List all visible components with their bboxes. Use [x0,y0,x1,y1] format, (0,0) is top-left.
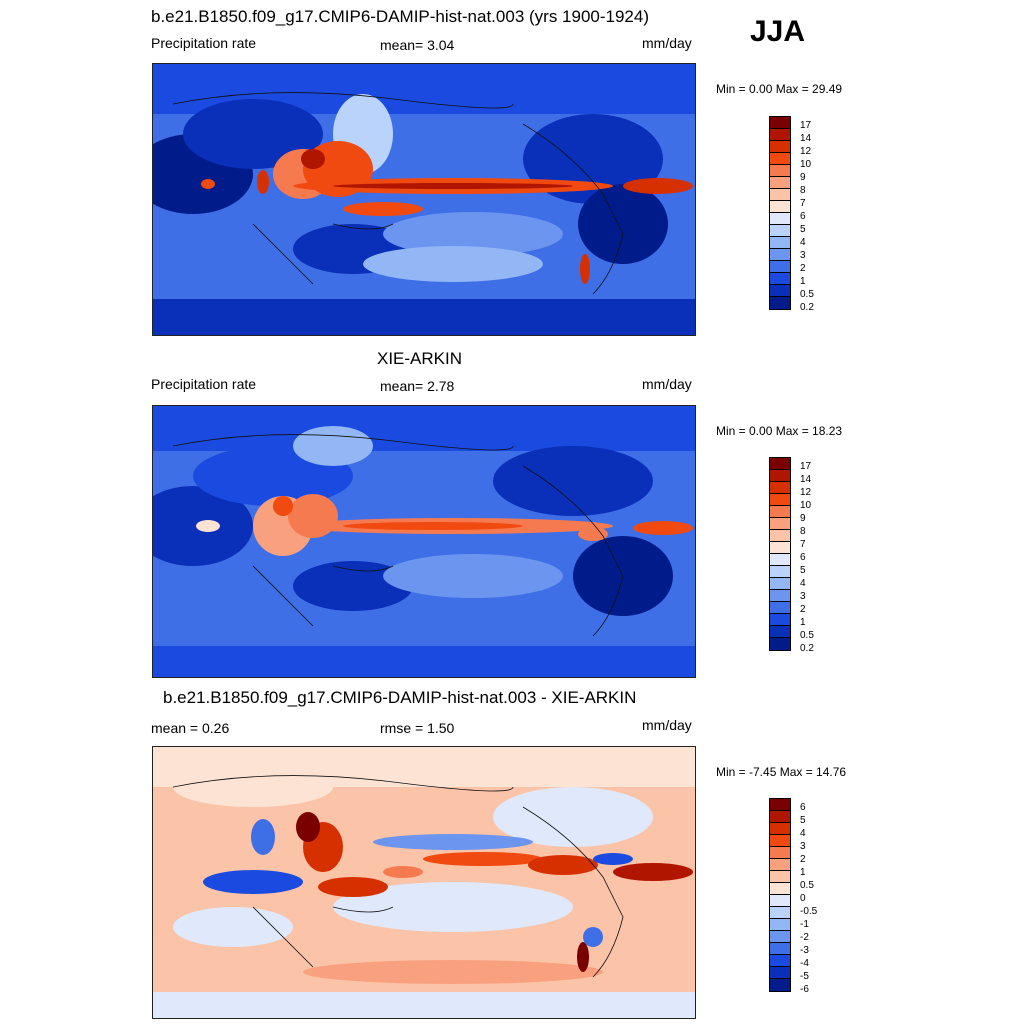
panel1-colorbar-tick: 10 [800,159,812,170]
panel2-variable-label: Precipitation rate [151,376,257,392]
panel1-colorbar-tick: 8 [800,185,806,196]
panel1-colorbar-tick: 2 [800,263,806,274]
panel1-colorbar-tick: 4 [800,237,806,248]
panel1-colorbar-tick: 0.5 [800,289,814,300]
panel1-mean-label: mean= 3.04 [380,37,455,53]
panel2-colorbar-tick: 17 [800,461,812,472]
panel2-colorbar-tick: 12 [800,487,812,498]
panel1-colorbar-tick: 3 [800,250,806,261]
panel2-colorbar-tick: 3 [800,591,806,602]
panel1-title: b.e21.B1850.f09_g17.CMIP6-DAMIP-hist-nat… [151,7,649,26]
panel2-colorbar-tick: 0.5 [800,630,814,641]
panel3-colorbar-tick: 0.5 [800,880,814,891]
panel3-map-difference [152,746,696,1019]
panel2-colorbar-tick: 7 [800,539,806,550]
panel1-colorbar [769,116,791,310]
panel2-mean-label: mean= 2.78 [380,378,455,394]
panel2-colorbar-tick: 9 [800,513,806,524]
panel2-map-obs-precip [152,405,696,678]
panel3-colorbar-tick: -0.5 [800,906,818,917]
panel3-title: b.e21.B1850.f09_g17.CMIP6-DAMIP-hist-nat… [163,688,637,707]
panel1-colorbar-tick: 5 [800,224,806,235]
panel2-colorbar-tick: 6 [800,552,806,563]
panel3-colorbar-tick: 4 [800,828,806,839]
panel3-colorbar-tick: -4 [800,958,809,969]
panel3-rmse-label: rmse = 1.50 [380,720,455,736]
panel3-colorbar-tick: -6 [800,984,809,995]
panel3-colorbar [769,798,791,992]
panel2-title: XIE-ARKIN [377,349,463,368]
panel3-colorbar-tick: 3 [800,841,806,852]
panel2-minmax-label: Min = 0.00 Max = 18.23 [716,424,843,438]
panel3-units-label: mm/day [642,717,692,733]
panel2-colorbar-tick: 4 [800,578,806,589]
panel3-colorbar-tick: -1 [800,919,809,930]
panel1-colorbar-tick: 9 [800,172,806,183]
panel3-colorbar-tick: -5 [800,971,809,982]
panel2-units-label: mm/day [642,376,692,392]
panel2-colorbar-tick: 14 [800,474,812,485]
panel1-colorbar-tick: 7 [800,198,806,209]
panel2-colorbar [769,457,791,651]
panel1-map-model-precip [152,63,696,336]
panel1-colorbar-tick: 17 [800,120,812,131]
season-label: JJA [750,15,806,48]
panel3-colorbar-tick: 5 [800,815,806,826]
panel1-colorbar-tick: 6 [800,211,806,222]
panel2-colorbar-tick: 0.2 [800,643,814,654]
panel2-colorbar-tick: 2 [800,604,806,615]
panel3-colorbar-tick: 2 [800,854,806,865]
panel2-colorbar-tick: 10 [800,500,812,511]
panel1-colorbar-tick: 12 [800,146,812,157]
panel1-colorbar-tick: 0.2 [800,302,814,313]
panel3-colorbar-tick: -3 [800,945,809,956]
panel3-colorbar-tick: 6 [800,802,806,813]
panel3-minmax-label: Min = -7.45 Max = 14.76 [716,765,847,779]
panel3-colorbar-tick: 0 [800,893,806,904]
panel2-colorbar-tick: 1 [800,617,806,628]
panel3-mean-label: mean = 0.26 [151,720,230,736]
panel1-minmax-label: Min = 0.00 Max = 29.49 [716,82,843,96]
panel3-colorbar-tick: 1 [800,867,806,878]
panel1-colorbar-tick: 1 [800,276,806,287]
panel1-units-label: mm/day [642,35,692,51]
panel2-colorbar-tick: 8 [800,526,806,537]
panel1-variable-label: Precipitation rate [151,35,257,51]
panel1-colorbar-tick: 14 [800,133,812,144]
panel3-colorbar-tick: -2 [800,932,809,943]
panel2-colorbar-tick: 5 [800,565,806,576]
